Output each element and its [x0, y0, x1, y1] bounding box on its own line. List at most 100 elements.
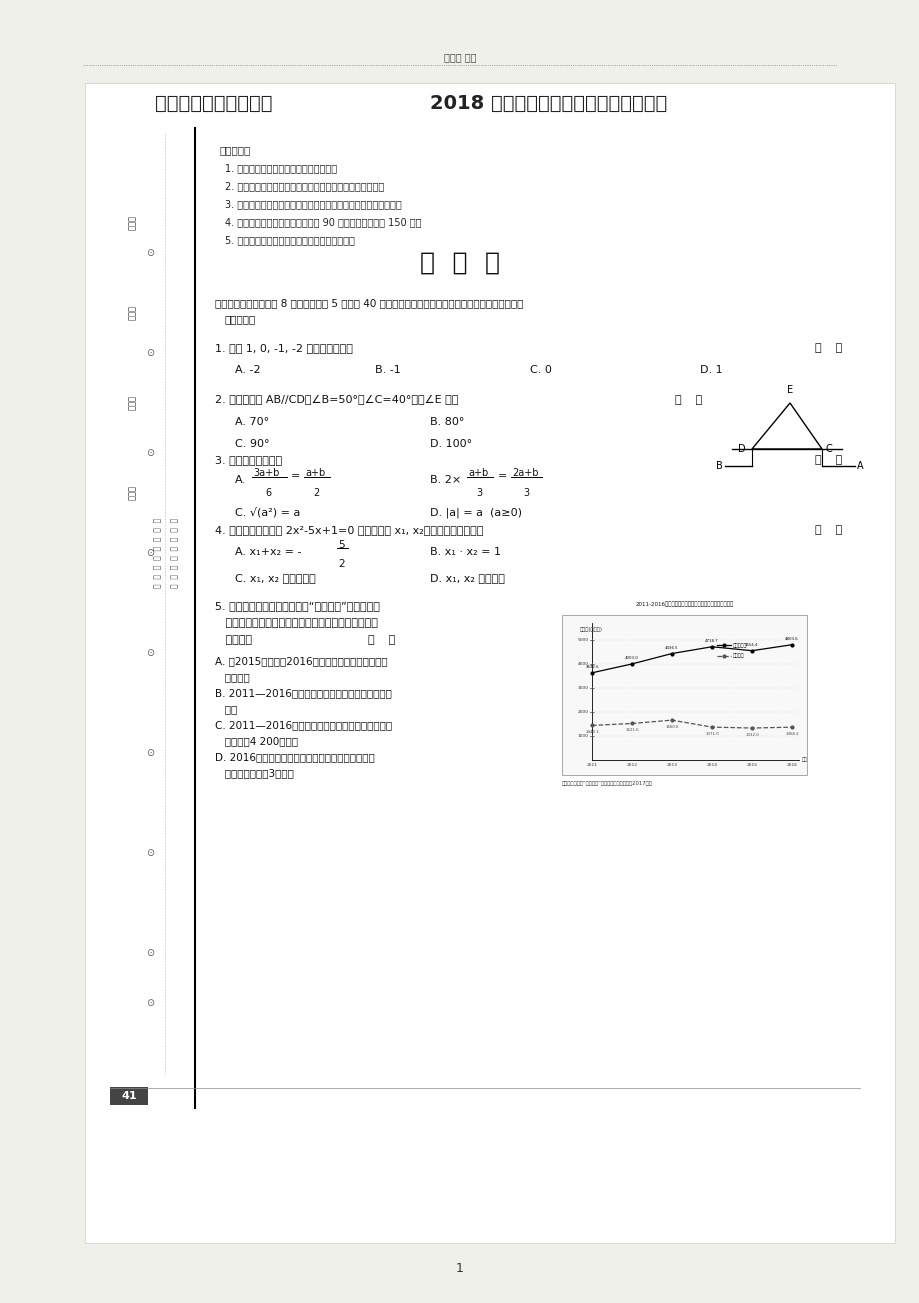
- FancyBboxPatch shape: [85, 83, 894, 1243]
- Text: A. -2: A. -2: [234, 365, 260, 375]
- Text: 2014: 2014: [706, 764, 717, 767]
- Text: 1. 本学科试卷分试题卷和答题中两部分；: 1. 本学科试卷分试题卷和答题中两部分；: [225, 163, 336, 173]
- Text: 班级：: 班级：: [128, 396, 136, 410]
- Text: 2011-2016年我国与东南亚地区和东欧地区的贸易额统计图: 2011-2016年我国与东南亚地区和东欧地区的贸易额统计图: [635, 602, 732, 607]
- Text: 5: 5: [337, 539, 345, 550]
- Text: 2: 2: [312, 489, 319, 498]
- Text: A.: A.: [234, 476, 245, 485]
- Text: C. √(a²) = a: C. √(a²) = a: [234, 507, 300, 517]
- Text: （以上数据摘自“一带一路”贸易合作大数据报告（2017））: （以上数据摘自“一带一路”贸易合作大数据报告（2017））: [562, 780, 652, 786]
- Text: ⊙: ⊙: [146, 848, 153, 857]
- Text: 地区的贸易额的3倍还多: 地区的贸易额的3倍还多: [215, 767, 293, 778]
- Text: 2015: 2015: [745, 764, 756, 767]
- Text: （    ）: （ ）: [814, 455, 841, 465]
- Text: 3632.6: 3632.6: [584, 665, 598, 668]
- Text: D. x₁, x₂ 都是正数: D. x₁, x₂ 都是正数: [429, 573, 505, 582]
- Text: 1. 在数 1, 0, -1, -2 中，最大的数是: 1. 在数 1, 0, -1, -2 中，最大的数是: [215, 343, 353, 353]
- Text: D. 2016年我国与东南亚地区的贸易额比我国与东欧: D. 2016年我国与东南亚地区的贸易额比我国与东欧: [215, 752, 374, 762]
- Text: A. 70°: A. 70°: [234, 417, 269, 427]
- Text: =: =: [290, 470, 300, 481]
- Text: ⊙: ⊙: [146, 549, 153, 558]
- Text: C. 0: C. 0: [529, 365, 551, 375]
- Text: 装  订  线  内  不  要  答  题: 装 订 线 内 不 要 答 题: [153, 517, 163, 588]
- Text: 2000: 2000: [577, 710, 588, 714]
- Text: 年份: 年份: [801, 757, 807, 762]
- Text: 有所增长: 有所增长: [215, 672, 249, 681]
- Text: 3000: 3000: [577, 685, 588, 691]
- Text: ⊙: ⊙: [146, 248, 153, 258]
- Text: 1660.6: 1660.6: [664, 726, 678, 730]
- Text: （    ）: （ ）: [814, 343, 841, 353]
- Text: D. 100°: D. 100°: [429, 439, 471, 450]
- Text: 东南亚地区: 东南亚地区: [732, 642, 746, 648]
- Text: 2018 年初中数学学业水平考试检测试题: 2018 年初中数学学业水平考试检测试题: [429, 94, 666, 112]
- FancyBboxPatch shape: [110, 1087, 148, 1105]
- Text: D: D: [738, 444, 745, 453]
- Text: 装  订  线  外  不  要  答  题: 装 订 线 外 不 要 答 题: [170, 517, 179, 588]
- Text: 1368.2: 1368.2: [784, 732, 798, 736]
- Text: C. 2011—2016年，我国与东南亚地区的贸易额的平: C. 2011—2016年，我国与东南亚地区的贸易额的平: [215, 721, 391, 730]
- Text: 2: 2: [337, 559, 345, 569]
- Text: 均值超过4 200亿美元: 均值超过4 200亿美元: [215, 736, 298, 747]
- Text: 名校名 推荐: 名校名 推荐: [443, 52, 476, 63]
- Text: =: =: [497, 470, 506, 481]
- Text: ⊙: ⊙: [146, 648, 153, 658]
- Text: 5. 考试结束后，请将试题卷和答题中一并交回。: 5. 考试结束后，请将试题卷和答题中一并交回。: [225, 235, 355, 245]
- Text: D. |a| = a  (a≥0): D. |a| = a (a≥0): [429, 507, 521, 517]
- Text: 2013: 2013: [665, 764, 676, 767]
- Text: 1000: 1000: [577, 734, 588, 737]
- Text: 1: 1: [456, 1261, 463, 1274]
- Text: 学号：: 学号：: [128, 215, 136, 231]
- Text: 增长: 增长: [215, 704, 237, 714]
- Text: 湖南省益阳市大通湖区: 湖南省益阳市大通湖区: [154, 94, 272, 112]
- FancyBboxPatch shape: [562, 615, 806, 775]
- Text: 2011: 2011: [586, 764, 596, 767]
- Text: A: A: [857, 461, 863, 470]
- Text: 4. 本学科为闭卷考试，考试时室为 90 分钟，卷面满分为 150 分；: 4. 本学科为闭卷考试，考试时室为 90 分钟，卷面满分为 150 分；: [225, 218, 421, 227]
- Text: 3: 3: [475, 489, 482, 498]
- Text: 4003.0: 4003.0: [624, 655, 638, 659]
- Text: 41: 41: [121, 1091, 137, 1101]
- Text: 一、选择题（本大题共 8 小题，每小题 5 分，共 40 分，在每小题给出的四个选项中，只有一项是符合题: 一、选择题（本大题共 8 小题，每小题 5 分，共 40 分，在每小题给出的四个…: [215, 298, 523, 308]
- Text: B. -1: B. -1: [375, 365, 401, 375]
- Text: B. 2×: B. 2×: [429, 476, 460, 485]
- Text: B: B: [716, 461, 722, 470]
- Text: 2. 请将姓名、准考证号等相关信息检查未填涂在答题卡上；: 2. 请将姓名、准考证号等相关信息检查未填涂在答题卡上；: [225, 181, 384, 192]
- Text: 区的贸易情况，根据统计图提供的信息，下列推理不: 区的贸易情况，根据统计图提供的信息，下列推理不: [215, 618, 378, 628]
- Text: 4554.4: 4554.4: [744, 642, 758, 646]
- Text: C: C: [825, 444, 832, 453]
- Text: 5. 右边的统计图反映了我国与“一带一路”沿线部分地: 5. 右边的统计图反映了我国与“一带一路”沿线部分地: [215, 601, 380, 611]
- Text: 合理的是: 合理的是: [215, 635, 252, 645]
- Text: 2012: 2012: [626, 764, 637, 767]
- Text: 3. 下列运算正确的是: 3. 下列运算正确的是: [215, 455, 282, 465]
- Text: 1440.1: 1440.1: [584, 731, 598, 735]
- Text: B. 80°: B. 80°: [429, 417, 464, 427]
- Text: B. x₁ · x₂ = 1: B. x₁ · x₂ = 1: [429, 547, 501, 556]
- Text: D. 1: D. 1: [699, 365, 721, 375]
- Text: 姓名：: 姓名：: [128, 305, 136, 321]
- Text: ⊙: ⊙: [146, 748, 153, 758]
- Text: 试  题  卷: 试 题 卷: [420, 251, 499, 275]
- Text: 4803.6: 4803.6: [784, 637, 798, 641]
- Text: 4000: 4000: [577, 662, 588, 666]
- Text: 贸易额(亿美元): 贸易额(亿美元): [579, 627, 602, 632]
- Text: 3: 3: [522, 489, 528, 498]
- Text: 1521.6: 1521.6: [625, 728, 638, 732]
- Text: 2016: 2016: [786, 764, 797, 767]
- Text: （    ）: （ ）: [814, 525, 841, 536]
- Text: （    ）: （ ）: [368, 635, 395, 645]
- Text: ⊙: ⊙: [146, 348, 153, 358]
- Text: 考生注意：: 考生注意：: [220, 145, 251, 155]
- Text: A. x₁+x₂ = -: A. x₁+x₂ = -: [234, 547, 301, 556]
- Text: 学校：: 学校：: [128, 486, 136, 500]
- Text: 4436.5: 4436.5: [664, 645, 678, 649]
- Text: 1371.0: 1371.0: [704, 732, 718, 736]
- Text: A. 与2015年相比，2016年我国与东欧地区的贸易额: A. 与2015年相比，2016年我国与东欧地区的贸易额: [215, 655, 387, 666]
- Text: E: E: [786, 384, 792, 395]
- Text: B. 2011—2016年，我国与东南亚地区的贸易额逐年: B. 2011—2016年，我国与东南亚地区的贸易额逐年: [215, 688, 391, 698]
- Text: 6: 6: [265, 489, 271, 498]
- Text: a+b: a+b: [305, 468, 325, 478]
- Text: 2. 如图，直线 AB//CD，∠B=50°，∠C=40°，则∠E 等于: 2. 如图，直线 AB//CD，∠B=50°，∠C=40°，则∠E 等于: [215, 395, 458, 405]
- Text: 3a+b: 3a+b: [253, 468, 279, 478]
- Text: 4718.7: 4718.7: [704, 638, 718, 642]
